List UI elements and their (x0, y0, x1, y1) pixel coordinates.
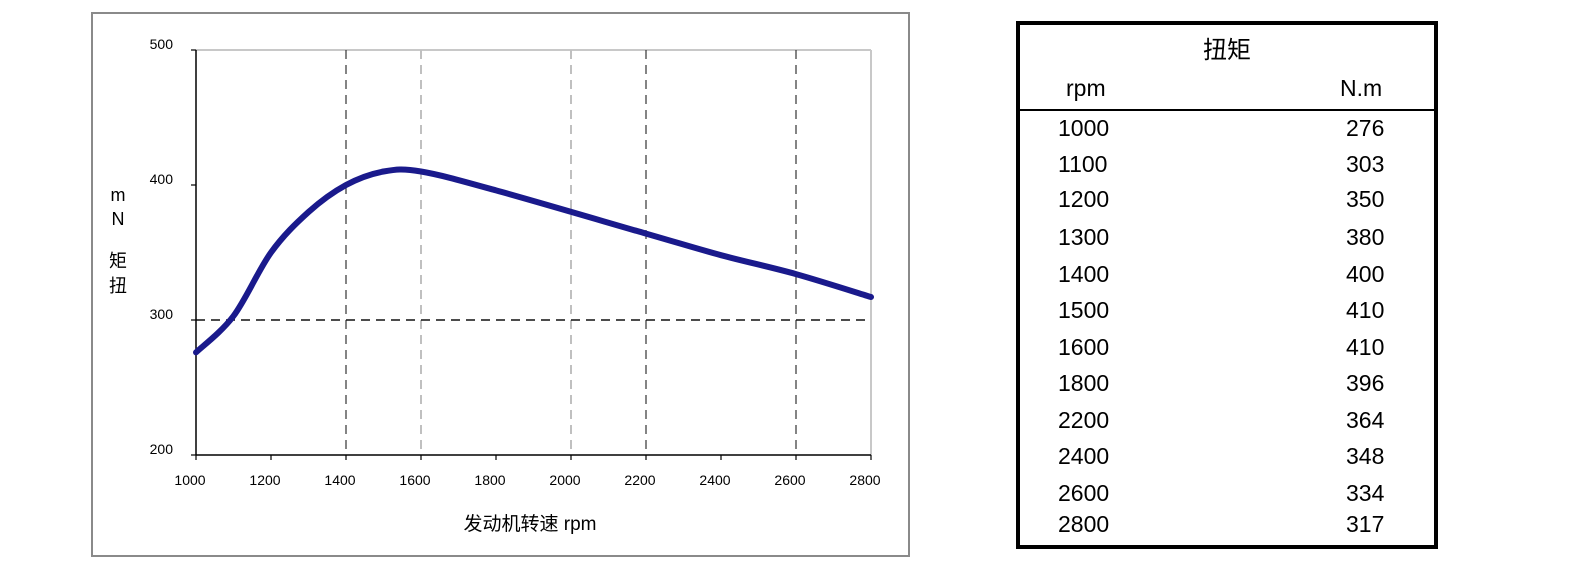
table-header-rpm: rpm (1066, 75, 1106, 101)
table-cell-torque: 334 (1346, 480, 1385, 506)
torque-series-line (193, 166, 874, 356)
x-axis-label: 发动机转速 rpm (463, 513, 596, 535)
table-cell-rpm: 2200 (1058, 407, 1110, 433)
table-cell-torque: 410 (1346, 334, 1385, 360)
table-cell-rpm: 1600 (1058, 334, 1110, 360)
table-title: 扭矩 (1203, 36, 1251, 64)
y-axis-label: 扭 (109, 276, 127, 296)
x-tick-label: 1000 (174, 472, 205, 488)
table-cell-rpm: 1400 (1058, 261, 1110, 287)
table-cell-rpm: 1500 (1058, 297, 1110, 323)
table-cell-torque: 350 (1346, 186, 1385, 212)
y-tick-label: 200 (150, 441, 174, 457)
y-tick-label: 400 (150, 171, 174, 187)
x-tick-label: 1200 (249, 472, 280, 488)
table-cell-rpm: 1300 (1058, 224, 1110, 250)
torque-chart-panel: 200 300 400 500 1000 1200 1400 1600 1800 2000 2200… (91, 12, 910, 557)
table-cell-torque: 410 (1346, 297, 1385, 323)
x-tick-label: 1400 (324, 472, 355, 488)
torque-chart: 200 300 400 500 1000 1200 1400 1600 1800 2000 2200… (109, 36, 881, 535)
table-cell-rpm: 2800 (1058, 511, 1110, 537)
x-tick-label: 2200 (624, 472, 655, 488)
table-cell-torque: 380 (1346, 224, 1385, 250)
x-tick-label: 2400 (699, 472, 730, 488)
x-tick-label: 2600 (774, 472, 805, 488)
table-cell-rpm: 2400 (1058, 443, 1110, 469)
table-cell-torque: 303 (1346, 151, 1385, 177)
y-axis-label: 矩 (109, 251, 127, 271)
table-header-torque: N.m (1340, 75, 1383, 101)
table-cell-torque: 400 (1346, 261, 1385, 287)
table-cell-rpm: 1000 (1058, 115, 1110, 141)
table-cell-rpm: 1800 (1058, 370, 1110, 396)
x-tick-label: 1600 (399, 472, 430, 488)
table-cell-torque: 276 (1346, 115, 1385, 141)
table-cell-torque: 396 (1346, 370, 1385, 396)
y-tick-label: 500 (150, 36, 174, 52)
table-cell-rpm: 1100 (1058, 151, 1108, 177)
torque-table-panel: 扭矩 rpm N.m 1000 276 1100 303 1200 350 1300 380 1… (1016, 21, 1438, 549)
table-header-divider (1020, 109, 1434, 111)
x-tick-label: 1800 (474, 472, 505, 488)
y-axis-label: m (111, 185, 126, 205)
y-axis-label: N (112, 209, 125, 229)
x-tick-label: 2800 (849, 472, 880, 488)
table-cell-torque: 317 (1346, 511, 1385, 537)
table-cell-rpm: 1200 (1058, 186, 1110, 212)
table-cell-rpm: 2600 (1058, 480, 1110, 506)
table-cell-torque: 348 (1346, 443, 1385, 469)
y-tick-label: 300 (150, 306, 174, 322)
x-tick-label: 2000 (549, 472, 580, 488)
table-cell-torque: 364 (1346, 407, 1385, 433)
